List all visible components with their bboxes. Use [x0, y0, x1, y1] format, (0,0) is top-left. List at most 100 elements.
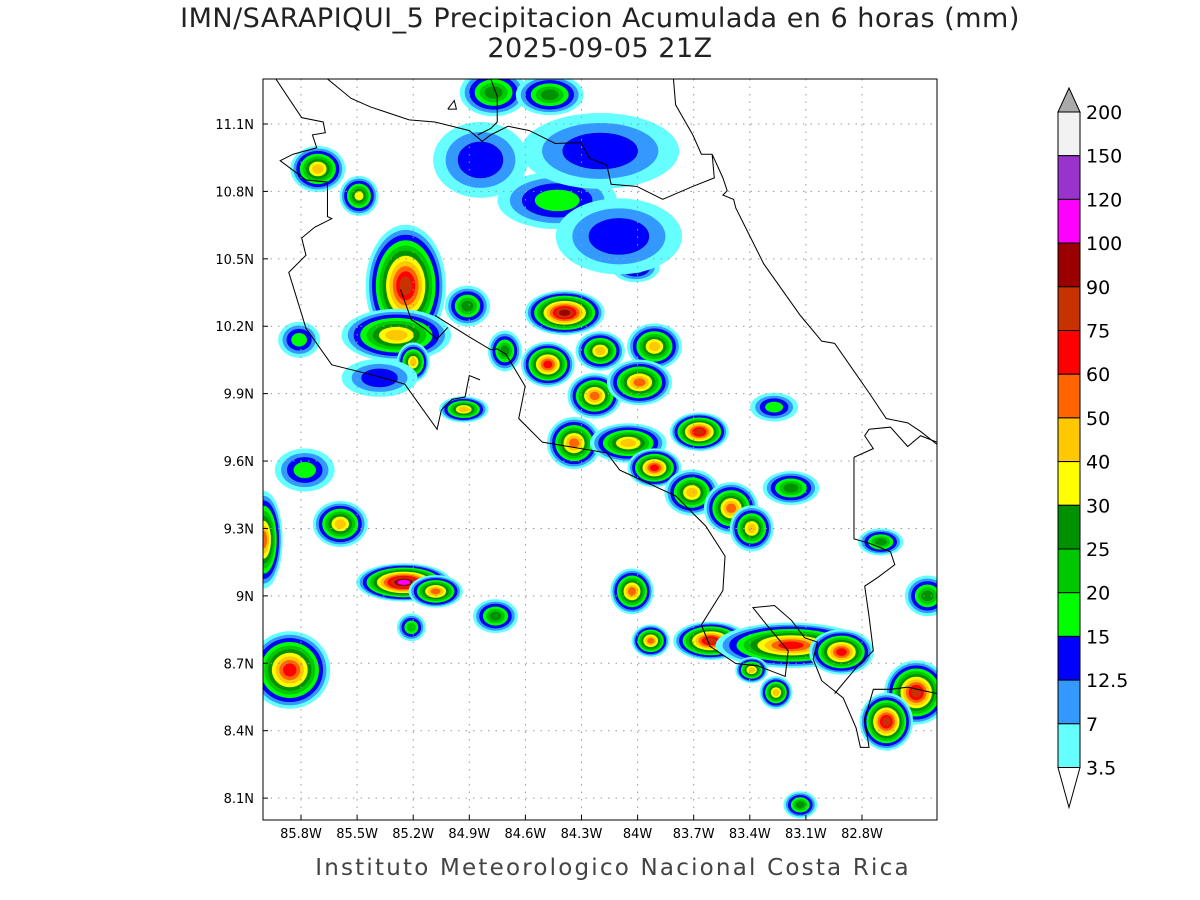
colorbar-swatch-25 — [1057, 504, 1081, 550]
precip-contour-15 — [293, 461, 316, 479]
precip-contour-50 — [430, 588, 441, 595]
colorbar-label: 150 — [1086, 146, 1122, 168]
x-tick-label: 83.1W — [785, 827, 827, 842]
colorbar-label: 20 — [1086, 583, 1110, 605]
precip-contour-25 — [540, 89, 559, 101]
precip-contour-12.5 — [562, 132, 638, 170]
x-tick-label: 84.6W — [504, 827, 546, 842]
precip-contour-40 — [312, 164, 324, 174]
map-title: IMN/SARAPIQUI_5 Precipitacion Acumulada … — [180, 3, 1020, 34]
precip-contour-60 — [649, 464, 659, 472]
precip-contour-30 — [354, 191, 364, 201]
precip-contour-60 — [283, 663, 297, 677]
colorbar-label: 25 — [1086, 539, 1110, 561]
colorbar-label: 7 — [1086, 714, 1098, 736]
colorbar-label: 40 — [1086, 452, 1110, 474]
precip-contour-75 — [694, 428, 704, 435]
colorbar-swatch-90 — [1057, 242, 1081, 288]
precip-contour-40 — [772, 689, 780, 696]
colorbar-swatch-40 — [1057, 417, 1081, 463]
coastline — [434, 314, 937, 748]
colorbar-label: 90 — [1086, 277, 1110, 299]
y-tick-label: 10.8N — [215, 185, 254, 200]
coastline — [400, 289, 449, 340]
precip-contour-25 — [489, 611, 502, 621]
colorbar-label: 50 — [1086, 408, 1110, 430]
colorbar-label: 200 — [1086, 102, 1122, 124]
y-tick-label: 8.1N — [224, 792, 254, 807]
precip-contour-50 — [647, 637, 655, 644]
x-tick-label: 83.7W — [673, 827, 715, 842]
y-tick-label: 9N — [236, 590, 254, 605]
precip-contour-40 — [385, 329, 408, 341]
coastline — [275, 79, 481, 431]
precipitation-field — [263, 79, 937, 819]
colorbar-swatch-75 — [1057, 286, 1081, 331]
x-tick-label: 83.4W — [729, 827, 771, 842]
colorbar-swatch-15 — [1057, 592, 1081, 637]
colorbar-swatch-12.5 — [1057, 635, 1081, 681]
colorbar: 200 150 120 100 90 75 60 50 40 30 25 20 15 12.5 7 3.5 — [1057, 86, 1128, 810]
precip-contour-40 — [648, 341, 661, 352]
y-tick-label: 11.1N — [215, 118, 254, 133]
precip-contour-25 — [921, 590, 934, 602]
colorbar-label: 12.5 — [1086, 670, 1128, 692]
y-tick-label: 10.2N — [215, 320, 254, 335]
x-tick-label: 84W — [623, 827, 653, 842]
coastline — [834, 457, 896, 694]
coastline — [672, 79, 713, 155]
x-tick-label: 85.5W — [336, 827, 378, 842]
colorbar-label: 30 — [1086, 495, 1110, 517]
precip-contour-25 — [484, 86, 503, 99]
coastline — [327, 79, 937, 445]
colorbar-swatch-3.5 — [1057, 723, 1081, 768]
precip-contour-50 — [263, 530, 268, 549]
precip-contour-12.5 — [588, 218, 650, 255]
colorbar-swatch-50 — [1057, 373, 1081, 419]
precip-contour-15 — [291, 332, 307, 347]
precip-contour-20 — [406, 623, 416, 632]
colorbar-swatch-20 — [1057, 548, 1081, 594]
precip-contour-75 — [399, 276, 412, 296]
colorbar-swatch-150 — [1057, 111, 1081, 157]
precip-contour-25 — [500, 345, 510, 357]
colorbar-label: 15 — [1086, 626, 1110, 648]
precip-contour-75 — [882, 717, 891, 727]
precip-contour-25 — [461, 300, 474, 312]
x-tick-label: 82.8W — [841, 827, 883, 842]
y-tick-label: 8.7N — [224, 657, 254, 672]
colorbar-min-arrow — [1057, 767, 1081, 810]
precip-contour-100 — [397, 579, 411, 585]
map-frame — [262, 78, 938, 821]
precip-contour-40 — [620, 439, 637, 448]
colorbar-label: 75 — [1086, 321, 1110, 343]
precip-contour-12.5 — [361, 368, 398, 388]
precip-contour-40 — [458, 406, 469, 413]
precip-contour-60 — [543, 360, 553, 369]
y-tick-label: 9.3N — [224, 522, 254, 537]
colorbar-label: 120 — [1086, 189, 1122, 211]
map-subtitle: 2025-09-05 21Z — [487, 33, 713, 64]
x-tick-label: 84.3W — [561, 827, 603, 842]
precip-contour-25 — [874, 538, 887, 546]
precip-contour-50 — [628, 587, 636, 596]
precip-contour-40 — [595, 346, 606, 355]
precip-contour-25 — [783, 483, 799, 493]
precip-contour-40 — [334, 519, 346, 529]
y-tick-label: 9.9N — [224, 388, 254, 403]
precip-contour-50 — [569, 438, 580, 448]
coastlines-borders — [275, 79, 937, 748]
precip-contour-15 — [765, 401, 784, 413]
colorbar-swatch-30 — [1057, 461, 1081, 506]
precip-contour-50 — [726, 503, 737, 514]
colorbar-swatch-60 — [1057, 330, 1081, 375]
y-tick-label: 8.4N — [224, 725, 254, 740]
precip-contour-90 — [559, 309, 571, 316]
precip-contour-12.5 — [457, 141, 504, 179]
footer-credit: Instituto Meteorologico Nacional Costa R… — [315, 855, 911, 881]
precip-contour-25 — [795, 801, 805, 809]
coastline — [447, 99, 458, 110]
colorbar-label: 60 — [1086, 364, 1110, 386]
precip-contour-50 — [589, 391, 600, 401]
